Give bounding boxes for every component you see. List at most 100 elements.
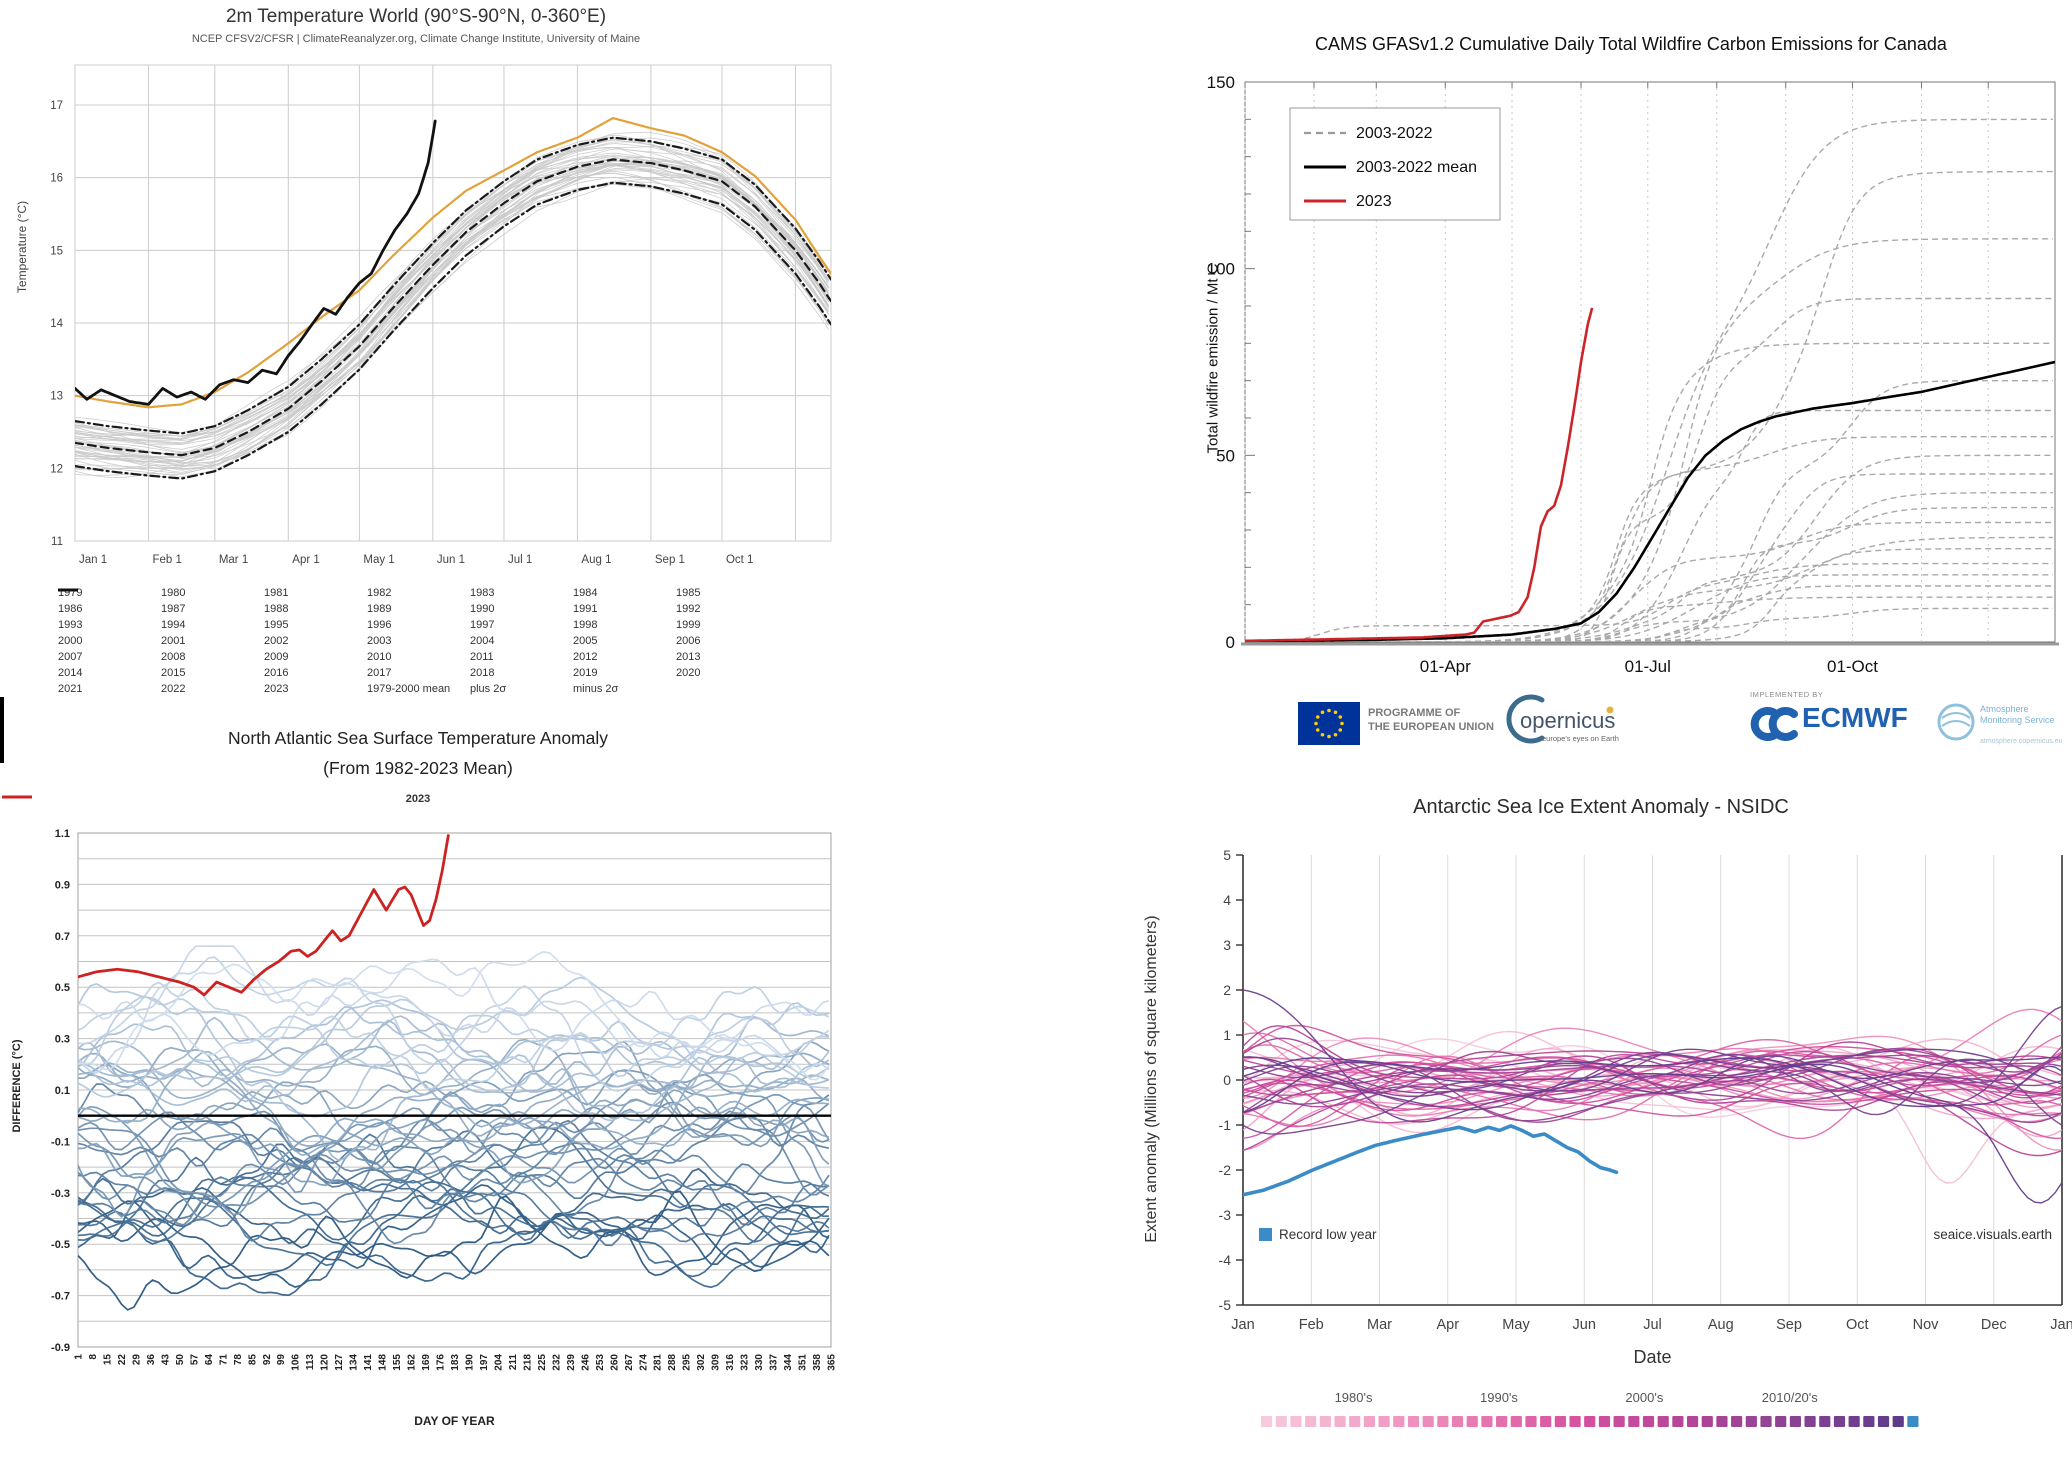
y-tick-label: 50 [1216, 446, 1235, 465]
x-tick-label: 197 [479, 1354, 490, 1371]
copernicus-wordmark: opernicus [1520, 708, 1616, 733]
y-tick-label: 14 [50, 318, 63, 330]
legend-label: 1995 [264, 618, 289, 631]
decade-swatch [1496, 1416, 1508, 1427]
eu-flag-icon [1298, 702, 1360, 745]
legend-label: 1988 [264, 602, 289, 615]
decade-swatch [1422, 1416, 1434, 1427]
x-tick-label: 190 [464, 1354, 475, 1371]
legend-label: 1991 [573, 602, 598, 615]
y-tick-label: -0.7 [51, 1291, 70, 1303]
legend-item-2016: 2016 [58, 589, 367, 680]
nasst-legend-label: 2023 [405, 793, 431, 805]
decades-legend: 1980's 1990's 2000's 2010/20's [1261, 1390, 1919, 1427]
x-tick-label: 344 [783, 1354, 794, 1371]
legend-item-1985: 1985 [58, 585, 779, 600]
legend-item-2017: 2017 [58, 589, 470, 680]
background-year-line [1245, 170, 2053, 642]
legend-label: 1999 [676, 618, 701, 631]
decade-swatch [1804, 1416, 1816, 1427]
logos-graphics [1298, 694, 1975, 745]
x-tick-label: 01-Jul [1625, 657, 1671, 676]
x-tick-label: 15 [102, 1354, 113, 1366]
x-tick-label: 92 [262, 1354, 273, 1366]
x-tick-label: Sep [1776, 1317, 1802, 1333]
legend-label: 2006 [676, 634, 701, 647]
background-year-line [75, 132, 829, 437]
y-tick-label: -0.1 [51, 1136, 70, 1148]
y-tick-label: 0.7 [55, 931, 70, 943]
y-tick-label: 1.1 [55, 828, 70, 840]
nasst-legend: 2023 [0, 793, 836, 805]
x-tick-label: Jul [1643, 1317, 1662, 1333]
temp-world-plot: 11 12 13 14 15 16 17 Jan 1 Feb 1 Mar 1 Apr 1 May 1 J… [50, 64, 832, 566]
decade-swatch [1789, 1416, 1801, 1427]
legend-item-1992: 1992 [58, 589, 779, 616]
eu-flag-star [1340, 721, 1344, 726]
background-year-line [1245, 585, 2053, 642]
chart-north-atlantic-sst: North Atlantic Sea Surface Temperature A… [0, 700, 880, 1460]
legend-item-2019: 2019 [58, 589, 676, 680]
antarctic-plot: 5 4 3 2 1 0 -1 -2 -3 -4 -5 Jan Feb Mar Apr May Jun Jul Aug… [1219, 847, 2072, 1427]
x-tick-label: 176 [436, 1354, 447, 1371]
x-tick-label: 253 [595, 1354, 606, 1371]
legend-label: 2008 [161, 650, 186, 663]
y-tick-label: 0 [1223, 1072, 1231, 1088]
background-year-line [78, 1190, 830, 1311]
background-year-line [75, 160, 829, 464]
background-year-line [75, 169, 829, 459]
y-tick-label: -1 [1219, 1117, 1232, 1133]
x-tick-label: 01-Oct [1827, 657, 1878, 676]
background-year-line [78, 1005, 830, 1122]
background-year-line [78, 945, 830, 1074]
nasst-plot-group: 1.10.90.70.50.30.1-0.1-0.3-0.5-0.7-0.91 8… [51, 828, 837, 1428]
legend-item-2005: 2005 [58, 589, 676, 648]
series-line-plus-2σ [75, 136, 831, 435]
eu-flag-star [1320, 732, 1325, 737]
x-tick-label: 316 [725, 1354, 736, 1371]
decade-swatch [1775, 1416, 1787, 1427]
legend-item-minus-2σ: minus 2σ [58, 588, 676, 696]
legend-label: 2005 [573, 634, 598, 647]
decade-swatch [1584, 1416, 1596, 1427]
decade-swatch [1305, 1416, 1317, 1427]
legend-item-1996: 1996 [58, 589, 470, 632]
background-year-line [75, 154, 829, 441]
decade-swatch [1451, 1416, 1464, 1427]
legend-label: 2003-2022 [1356, 125, 1433, 142]
background-year-line [78, 1040, 830, 1187]
background-year-line [75, 168, 829, 462]
x-tick-label: 120 [320, 1354, 331, 1371]
x-tick-label: 246 [580, 1354, 591, 1371]
x-tick-label: 295 [682, 1354, 693, 1371]
x-tick-label: Feb 1 [152, 554, 181, 566]
legend-label: 1980 [161, 586, 186, 599]
record-low-swatch [1259, 1228, 1272, 1241]
temp-world-subtitle: NCEP CFSV2/CFSR | ClimateReanalyzer.org,… [191, 33, 641, 45]
y-tick-label: -0.5 [51, 1239, 70, 1251]
series-line-2003-2022-mean [1245, 360, 2055, 642]
x-tick-label: Apr [1436, 1317, 1459, 1333]
legend-label: 1990 [470, 602, 495, 615]
legend-item-1981: 1981 [58, 585, 367, 600]
eu-flag-star [1320, 710, 1325, 715]
legend-label: 1987 [161, 602, 186, 615]
y-tick-label: 11 [51, 536, 63, 548]
decade-label: 2000's [1625, 1390, 1663, 1405]
x-tick-label: 134 [349, 1354, 360, 1371]
y-tick-label: 100 [1207, 260, 1235, 279]
x-tick-label: 85 [247, 1354, 258, 1366]
decade-swatch [1716, 1416, 1728, 1427]
temp-world-legend: 1979 1980 1981 1982 1983 1984 1985 1986 1987 1988… [58, 585, 779, 696]
eu-flag-star [1327, 708, 1331, 713]
legend-item-2010: 2010 [58, 589, 470, 664]
decade-label: 1980's [1335, 1390, 1373, 1405]
legend-label: 2004 [470, 634, 495, 647]
background-year-line [78, 958, 830, 1056]
y-tick-label: 2 [1223, 982, 1231, 998]
x-tick-label: Oct [1846, 1317, 1869, 1333]
x-tick-label: 330 [754, 1354, 765, 1371]
decade-swatch [1628, 1416, 1640, 1427]
x-tick-label: Jun [1573, 1317, 1596, 1333]
eu-flag-star [1315, 715, 1320, 719]
